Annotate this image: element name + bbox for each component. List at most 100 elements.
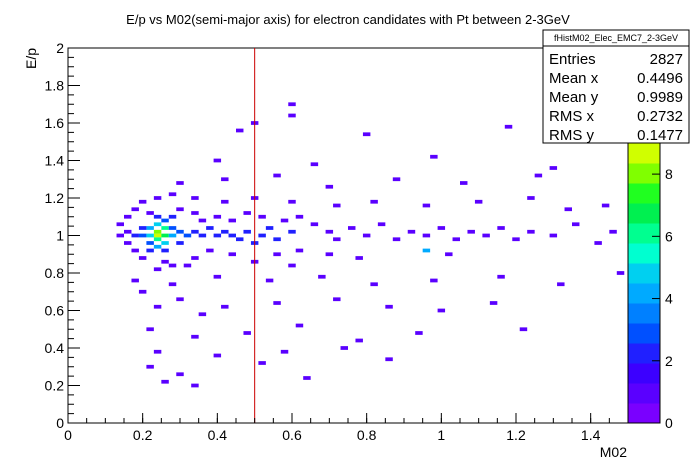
heatmap-cell — [273, 237, 281, 242]
heatmap-cell — [489, 301, 498, 305]
x-tick-label: 0.4 — [208, 427, 228, 443]
heatmap-cell — [138, 226, 147, 230]
heatmap-cell — [549, 166, 558, 170]
heatmap-cell — [176, 207, 184, 212]
heatmap-cell — [333, 203, 341, 208]
heatmap-cell — [362, 233, 371, 238]
stats-label: Mean x — [549, 70, 599, 87]
stats-frame — [542, 29, 690, 144]
heatmap-cell — [153, 237, 162, 242]
palette-segment — [628, 263, 660, 284]
stats-label: Entries — [549, 51, 596, 68]
heatmap-cell — [594, 241, 602, 245]
heatmap-cell — [460, 181, 468, 185]
palette-segment — [628, 143, 660, 164]
stats-value: 2827 — [650, 51, 683, 68]
heatmap-cell — [370, 282, 378, 287]
heatmap-cell — [370, 199, 378, 204]
stats-value: 0.4496 — [637, 70, 683, 87]
x-tick-label: 0.6 — [282, 427, 302, 443]
palette-segment — [628, 323, 660, 344]
heatmap-cell — [153, 349, 162, 354]
heatmap-cell — [176, 181, 184, 185]
heatmap-cell — [295, 214, 304, 219]
heatmap-cell — [146, 226, 154, 230]
heatmap-cell — [437, 308, 446, 313]
heatmap-cell — [280, 218, 289, 223]
heatmap-cell — [161, 218, 169, 223]
heatmap-cell — [221, 304, 229, 309]
heatmap-cell — [228, 233, 236, 238]
heatmap-cell — [124, 241, 132, 245]
heatmap-cell — [116, 222, 124, 227]
heatmap-cell — [437, 226, 446, 230]
heatmap-cell — [228, 218, 236, 223]
heatmap-cell — [131, 248, 139, 253]
y-tick-label: 0 — [56, 415, 64, 431]
heatmap-cell — [153, 229, 162, 234]
heatmap-cell — [131, 233, 139, 238]
heatmap-cell — [265, 226, 274, 230]
x-tick-label: 1.2 — [506, 427, 526, 443]
heatmap-cell — [161, 248, 169, 253]
y-tick-label: 0.4 — [45, 340, 65, 356]
palette-segment — [628, 363, 660, 384]
y-tick-label: 0.2 — [45, 378, 65, 394]
heatmap-cell — [422, 233, 431, 238]
heatmap-cell — [325, 184, 334, 189]
heatmap-cell — [228, 252, 236, 257]
heatmap-cell — [303, 376, 311, 380]
heatmap-cell — [258, 214, 266, 219]
heatmap-cell — [146, 327, 154, 332]
heatmap-cell — [549, 233, 558, 238]
x-tick-label: 1.4 — [581, 427, 601, 443]
heatmap-cell — [153, 267, 162, 272]
heatmap-cell — [355, 338, 363, 343]
heatmap-cell — [153, 196, 162, 200]
heatmap-cell — [176, 241, 184, 245]
y-tick-label: 1.2 — [45, 190, 65, 206]
heatmap-cell — [527, 229, 535, 234]
heatmap-cell — [415, 331, 423, 335]
chart-title: E/p vs M02(semi-major axis) for electron… — [126, 12, 570, 27]
palette-segment — [628, 223, 660, 244]
heatmap-cells — [116, 102, 625, 388]
x-tick-label: 0.2 — [133, 427, 153, 443]
heatmap-cell — [236, 237, 244, 242]
heatmap-cell — [392, 177, 401, 182]
heatmap-cell — [325, 229, 334, 234]
heatmap-cell — [124, 214, 132, 219]
heatmap-cell — [176, 372, 184, 377]
heatmap-cell — [333, 297, 341, 302]
z-tick-label: 4 — [665, 291, 673, 307]
heatmap-cell — [333, 237, 341, 242]
heatmap-cell — [131, 207, 139, 212]
z-tick-label: 0 — [665, 415, 673, 431]
x-tick-label: 0.8 — [357, 427, 377, 443]
heatmap-cell — [601, 203, 610, 208]
heatmap-cell — [138, 289, 147, 294]
heatmap-cell — [116, 233, 124, 238]
heatmap-cell — [504, 124, 513, 129]
heatmap-cell — [430, 154, 438, 159]
heatmap-cell — [146, 248, 154, 253]
palette-segment — [628, 243, 660, 264]
heatmap-cell — [557, 282, 565, 287]
heatmap-cell — [161, 233, 169, 238]
heatmap-cell — [340, 346, 348, 350]
palette-segment — [628, 183, 660, 204]
z-tick-label: 2 — [665, 353, 673, 369]
stats-title: fHistM02_Elec_EMC7_2-3GeV — [554, 33, 678, 43]
y-tick-label: 1.6 — [45, 115, 65, 131]
y-tick-label: 0.6 — [45, 303, 65, 319]
heatmap-cell — [153, 304, 162, 309]
stats-value: 0.9989 — [637, 89, 683, 106]
y-tick-label: 1.4 — [45, 153, 65, 169]
heatmap-cell — [191, 196, 199, 200]
z-tick-label: 8 — [665, 166, 673, 182]
heatmap-cell — [482, 233, 490, 238]
heatmap-cell — [310, 162, 319, 167]
heatmap-cell — [422, 203, 431, 208]
heatmap-cell — [497, 274, 505, 279]
